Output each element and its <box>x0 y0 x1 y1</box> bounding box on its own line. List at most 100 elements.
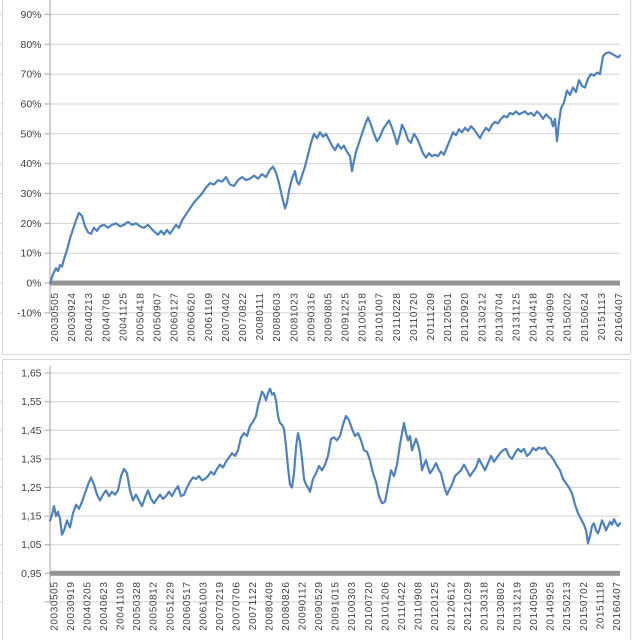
x-tick-label: 20130212 <box>477 293 488 342</box>
x-tick-label: 20081023 <box>289 293 300 342</box>
x-tick-label: 20121029 <box>463 582 474 631</box>
y-tick-label: 20% <box>20 218 41 230</box>
x-tick-label: 20030505 <box>50 582 61 631</box>
y-tick-label: 1,15 <box>21 511 42 523</box>
x-tick-label: 20080111 <box>255 293 266 341</box>
x-tick-label: 20130318 <box>480 582 491 631</box>
y-tick-label: 50% <box>20 128 41 140</box>
y-tick-label: 0,95 <box>21 568 42 580</box>
x-tick-label: 20111209 <box>426 293 437 341</box>
x-tick-label: 20070402 <box>221 293 232 342</box>
y-tick-label: 1,05 <box>21 539 42 551</box>
top-chart: 90% 80% 70% 60% 50% 40% 30% 20% 10% 0% -10% 2003050… <box>0 0 631 355</box>
x-axis-bar <box>50 570 620 576</box>
x-tick-label: 20040706 <box>101 293 112 342</box>
x-tick-label: 20100303 <box>347 582 358 631</box>
x-tick-label: 20090805 <box>323 293 334 342</box>
x-tick-label: 20070219 <box>215 582 226 631</box>
x-tick-label: 20110908 <box>413 582 424 631</box>
y-tick-label: 30% <box>20 188 41 200</box>
y-tick-label: 70% <box>20 69 41 81</box>
x-tick-label: 20091225 <box>341 293 352 342</box>
bottom-chart: 1,65 1,55 1,45 1,35 1,25 1,15 1,05 0,95 20030505… <box>0 359 631 640</box>
x-tick-label: 20130802 <box>496 582 507 631</box>
x-tick-label: 20050328 <box>132 582 143 631</box>
x-axis-bar <box>50 280 620 286</box>
x-tick-label: 20070822 <box>238 293 249 342</box>
x-tick-label: 20050418 <box>135 293 146 342</box>
x-tick-label: 20120920 <box>460 293 471 342</box>
x-axis-labels: 20030505 20030924 20040213 20040706 20041125… <box>50 293 625 342</box>
y-tick-label: -10% <box>17 307 42 319</box>
gridlines <box>0 13 620 314</box>
y-tick-label: 60% <box>20 98 41 110</box>
x-tick-label: 20061109 <box>204 293 215 342</box>
panel-border <box>2 0 631 355</box>
x-tick-label: 20060517 <box>182 582 193 631</box>
y-tick-label: 1,45 <box>21 425 42 437</box>
x-tick-label: 20160407 <box>612 582 623 631</box>
x-tick-label: 20080826 <box>281 582 292 631</box>
x-tick-label: 20071122 <box>248 582 259 631</box>
x-tick-label: 20090529 <box>314 582 325 631</box>
x-tick-label: 20030924 <box>67 293 78 342</box>
x-tick-label: 20140925 <box>546 582 557 631</box>
y-tick-label: 0% <box>26 278 41 290</box>
x-tick-label: 20150624 <box>580 293 591 342</box>
x-tick-label: 20110422 <box>397 582 408 631</box>
x-tick-label: 20070706 <box>231 582 242 631</box>
x-tick-label: 20101007 <box>375 293 386 342</box>
x-tick-label: 20091015 <box>331 582 342 631</box>
x-tick-label: 20041109 <box>116 582 127 631</box>
x-tick-label: 20060620 <box>187 293 198 342</box>
x-tick-label: 20080603 <box>272 293 283 342</box>
y-tick-label: 1,65 <box>21 368 42 380</box>
x-tick-label: 20050907 <box>153 293 164 342</box>
x-tick-label: 20050812 <box>149 582 160 631</box>
x-tick-label: 20150202 <box>563 293 574 342</box>
x-tick-label: 20120612 <box>446 582 457 631</box>
x-tick-label: 20151113 <box>597 293 608 341</box>
y-tick-label: 80% <box>20 39 41 51</box>
y-tick-label: 10% <box>20 248 41 260</box>
x-tick-label: 20030505 <box>50 293 61 342</box>
y-tick-label: 1,35 <box>21 453 42 465</box>
x-tick-label: 20080409 <box>265 582 276 631</box>
x-tick-label: 20051229 <box>165 582 176 631</box>
x-tick-label: 20090112 <box>298 582 309 631</box>
x-tick-label: 20100720 <box>364 582 375 631</box>
x-tick-label: 20090316 <box>306 293 317 342</box>
panel-border <box>2 359 631 640</box>
x-tick-label: 20151118 <box>595 582 606 630</box>
series-line <box>48 387 622 545</box>
x-tick-label: 20150213 <box>562 582 573 631</box>
y-tick-label: 40% <box>20 158 41 170</box>
x-tick-label: 20061003 <box>198 582 209 631</box>
x-tick-label: 20131219 <box>513 582 524 631</box>
x-tick-label: 20110228 <box>392 293 403 342</box>
y-axis-labels: 90% 80% 70% 60% 50% 40% 30% 20% 10% 0% -10% <box>17 9 42 319</box>
x-tick-label: 20100518 <box>358 293 369 342</box>
x-tick-label: 20150702 <box>579 582 590 631</box>
x-tick-label: 20120501 <box>443 293 454 342</box>
x-tick-label: 20140509 <box>529 582 540 631</box>
x-tick-label: 20060127 <box>170 293 181 342</box>
x-tick-label: 20040213 <box>84 293 95 342</box>
y-tick-label: 1,25 <box>21 482 42 494</box>
x-tick-label: 20140909 <box>546 293 557 342</box>
x-axis-labels: 20030505 20030919 20040205 20040623 20041109… <box>50 582 623 631</box>
x-tick-label: 20110720 <box>409 293 420 342</box>
series-line <box>48 51 622 285</box>
x-tick-label: 20041125 <box>118 293 129 342</box>
x-tick-label: 20160407 <box>614 293 625 342</box>
x-tick-label: 20130704 <box>494 293 505 342</box>
x-tick-label: 20120125 <box>430 582 441 631</box>
y-tick-label: 1,55 <box>21 396 42 408</box>
x-tick-label: 20131125 <box>511 293 522 342</box>
y-axis-labels: 1,65 1,55 1,45 1,35 1,25 1,15 1,05 0,95 <box>21 368 42 580</box>
x-tick-label: 20040205 <box>83 582 94 631</box>
y-tick-label: 90% <box>20 9 41 21</box>
x-tick-label: 20040623 <box>99 582 110 631</box>
x-tick-label: 20030919 <box>66 582 77 631</box>
